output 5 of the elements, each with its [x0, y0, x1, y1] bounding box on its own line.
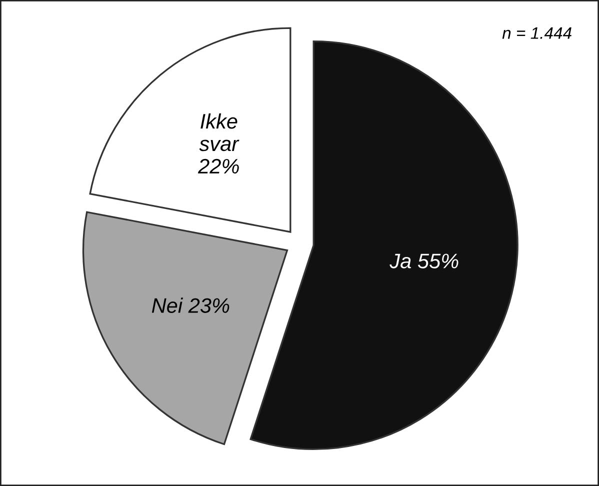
slice-label: Nei 23%: [152, 298, 230, 313]
slice-label: Ikke svar: [199, 113, 240, 152]
data-label: 22%: [198, 158, 239, 174]
slice-label: Ja 55%: [390, 254, 458, 268]
text: n = 1.444: [502, 27, 572, 39]
